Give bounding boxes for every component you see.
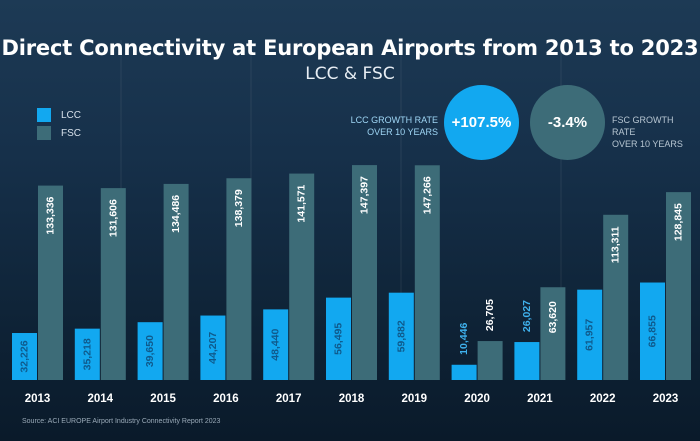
x-tick-label-2018: 2018: [339, 393, 365, 405]
bar-fsc-2019: [414, 165, 440, 380]
data-label-fsc-2019: 147,266: [421, 176, 433, 214]
bar-lcc-2019: [388, 292, 414, 380]
x-tick-label-2019: 2019: [402, 393, 428, 405]
fsc-growth-value: -3.4%: [547, 114, 588, 131]
data-label-fsc-2022: 113,311: [610, 226, 622, 263]
bar-fsc-2018: [352, 165, 377, 380]
chart-subtitle: LCC & FSC: [305, 64, 395, 84]
x-tick-label-2017: 2017: [276, 393, 302, 405]
x-tick-label-2023: 2023: [653, 393, 679, 405]
data-label-fsc-2014: 131,606: [107, 199, 119, 237]
data-label-lcc-2020: 10,446: [458, 323, 470, 355]
background-window-mullion: [250, 40, 252, 300]
background-window-mullion: [400, 40, 402, 300]
data-label-lcc-2017: 48,440: [270, 328, 282, 360]
bar-fsc-2017: [289, 173, 315, 380]
x-tick-label-2014: 2014: [88, 393, 114, 405]
bar-lcc-2020: [451, 364, 477, 380]
bar-lcc-2023: [640, 282, 665, 380]
bar-fsc-2015: [163, 183, 189, 380]
data-label-lcc-2019: 59,882: [395, 320, 407, 352]
fsc-growth-circle: -3.4%: [530, 85, 605, 160]
x-tick-label-2021: 2021: [527, 393, 553, 405]
bar-lcc-2013: [12, 333, 37, 380]
x-tick-label-2022: 2022: [590, 393, 616, 405]
source-note: Source: ACI EUROPE Airport Industry Conn…: [22, 418, 221, 425]
data-label-lcc-2022: 61,957: [584, 319, 596, 351]
bar-lcc-2015: [137, 322, 163, 380]
bar-fsc-2013: [38, 185, 63, 380]
data-label-lcc-2021: 26,027: [521, 300, 533, 332]
legend-label-fsc: FSC: [61, 127, 81, 139]
bar-fsc-2016: [226, 178, 252, 380]
bar-fsc-2014: [100, 188, 126, 380]
lcc-growth-label-line1: LCC GROWTH RATE: [350, 115, 438, 125]
bar-lcc-2014: [74, 328, 100, 380]
lcc-growth-value: +107.5%: [451, 114, 512, 131]
data-label-lcc-2016: 44,207: [207, 332, 219, 364]
chart-title: Direct Connectivity at European Airports…: [1, 36, 699, 60]
data-label-fsc-2016: 138,379: [233, 189, 245, 227]
legend-item-fsc: FSC: [37, 126, 81, 140]
data-label-fsc-2015: 134,486: [170, 195, 182, 233]
background-window-mullion: [120, 40, 122, 300]
lcc-growth-label-line2: OVER 10 YEARS: [367, 127, 438, 137]
legend-swatch-lcc: [37, 108, 51, 122]
legend-item-lcc: LCC: [37, 108, 81, 122]
x-tick-label-2016: 2016: [213, 393, 239, 405]
data-label-fsc-2021: 63,620: [547, 301, 559, 333]
data-label-lcc-2013: 32,226: [19, 340, 31, 372]
data-label-lcc-2018: 56,495: [333, 323, 345, 355]
fsc-growth-label-line2: OVER 10 YEARS: [612, 139, 683, 149]
bar-lcc-2017: [263, 309, 289, 380]
data-label-lcc-2015: 39,650: [144, 335, 156, 367]
fsc-growth-label-line1: FSC GROWTH RATE: [612, 115, 674, 137]
fsc-growth-label: FSC GROWTH RATE OVER 10 YEARS: [612, 114, 698, 150]
bar-lcc-2021: [514, 342, 540, 380]
data-label-fsc-2017: 141,571: [296, 184, 308, 222]
bar-fsc-2020: [477, 341, 503, 380]
bar-lcc-2016: [200, 315, 226, 380]
x-tick-label-2015: 2015: [150, 393, 176, 405]
bar-fsc-2023: [666, 192, 691, 380]
data-label-fsc-2023: 128,845: [673, 203, 685, 241]
bar-lcc-2022: [577, 289, 603, 380]
lcc-growth-label: LCC GROWTH RATE OVER 10 YEARS: [320, 114, 438, 138]
legend-label-lcc: LCC: [61, 109, 82, 121]
legend-swatch-fsc: [37, 126, 51, 140]
x-tick-label-2013: 2013: [25, 393, 51, 405]
x-tick-label-2020: 2020: [464, 393, 490, 405]
bar-fsc-2021: [540, 287, 566, 380]
data-label-lcc-2014: 35,218: [81, 338, 93, 370]
bar-lcc-2018: [326, 297, 351, 380]
background-window-mullion: [560, 40, 562, 300]
data-label-lcc-2023: 66,855: [647, 315, 659, 347]
data-label-fsc-2018: 147,397: [359, 176, 371, 214]
data-label-fsc-2020: 26,705: [484, 299, 496, 331]
data-label-fsc-2013: 133,336: [45, 196, 57, 234]
lcc-growth-circle: +107.5%: [444, 85, 519, 160]
bar-fsc-2022: [603, 214, 629, 380]
